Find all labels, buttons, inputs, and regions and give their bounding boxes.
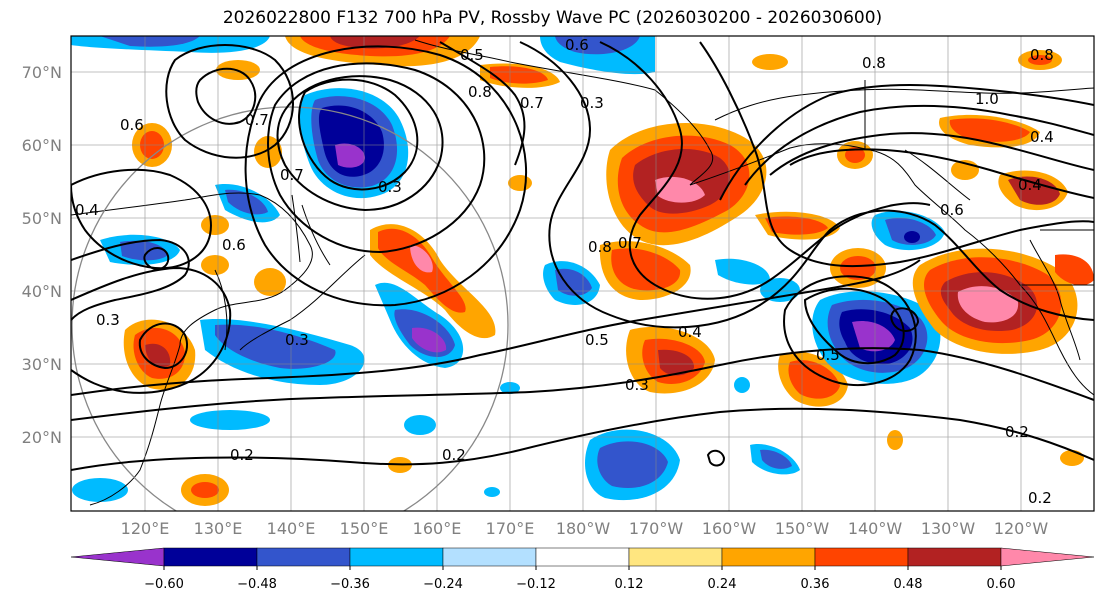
coastlines	[71, 39, 1094, 506]
longitude-labels: 120°E 130°E 140°E 150°E 160°E 170°E 180°…	[121, 519, 1049, 538]
contour-label: 0.5	[585, 331, 609, 349]
pv-contours	[71, 41, 1094, 471]
colorbar-segment	[163, 547, 258, 567]
lat-label: 40°N	[22, 282, 62, 301]
colorbar-tick-label: 0.12	[615, 577, 644, 592]
contour-label: 0.2	[1005, 423, 1029, 441]
contour-label: 0.8	[588, 238, 612, 256]
colorbar-tick-label: 0.36	[801, 577, 830, 592]
lon-label: 130°W	[921, 519, 976, 538]
colorbar-tick-label: 0.48	[894, 577, 923, 592]
colorbar: −0.60 −0.48 −0.36 −0.24 −0.12 0.12 0.24 0.36 0.4…	[70, 547, 1095, 592]
colorbar-segment	[628, 547, 723, 567]
lon-label: 170°E	[486, 519, 535, 538]
contour-label: 0.4	[75, 201, 99, 219]
contour-labels: 0.5 0.6 0.8 0.8 0.7 1.0 0.8 0.4 0.6 0.7 …	[75, 36, 1054, 507]
contour-label: 0.7	[245, 111, 269, 129]
lat-label: 70°N	[22, 63, 62, 82]
contour-label: 0.3	[285, 331, 309, 349]
map-plot-area: 0.5 0.6 0.8 0.8 0.7 1.0 0.8 0.4 0.6 0.7 …	[70, 35, 1095, 512]
lon-label: 130°E	[194, 519, 243, 538]
contour-label: 1.0	[975, 90, 999, 108]
lon-label: 180°W	[556, 519, 611, 538]
contour-label: 0.3	[96, 311, 120, 329]
lon-label: 160°E	[413, 519, 462, 538]
colorbar-segment	[907, 547, 1002, 567]
contour-label: 0.4	[678, 323, 702, 341]
contour-label: 0.6	[565, 36, 589, 54]
contour-label: 0.3	[580, 94, 604, 112]
reference-circle	[71, 106, 509, 511]
lon-label: 160°W	[702, 519, 757, 538]
chart-title: 2026022800 F132 700 hPa PV, Rossby Wave …	[222, 8, 883, 28]
lon-label: 140°E	[267, 519, 316, 538]
contour-label: 0.2	[1028, 489, 1052, 507]
contour-label: 0.6	[222, 236, 246, 254]
lon-label: 150°E	[340, 519, 389, 538]
contour-label: 0.3	[625, 376, 649, 394]
lon-label: 170°W	[629, 519, 684, 538]
colorbar-tick-label: 0.60	[987, 577, 1016, 592]
contour-label: 0.8	[862, 54, 886, 72]
contour-label: 0.5	[460, 46, 484, 64]
contour-label: 0.3	[378, 178, 402, 196]
lon-label: 140°W	[848, 519, 903, 538]
colorbar-segment	[70, 547, 165, 567]
colorbar-segment	[442, 547, 537, 567]
colorbar-tick-label: −0.48	[237, 577, 277, 592]
lon-label: 120°W	[994, 519, 1049, 538]
contour-label: 0.6	[120, 116, 144, 134]
colorbar-tick-label: −0.12	[516, 577, 556, 592]
lon-label: 150°W	[775, 519, 830, 538]
contour-label: 0.6	[940, 201, 964, 219]
contour-label: 0.2	[442, 446, 466, 464]
contour-label: 0.7	[280, 166, 304, 184]
contour-label: 0.8	[468, 83, 492, 101]
lat-label: 30°N	[22, 355, 62, 374]
contour-label: 0.4	[1030, 128, 1054, 146]
colorbar-tick-label: −0.24	[423, 577, 463, 592]
contour-label: 0.4	[1018, 176, 1042, 194]
colorbar-tick-label: −0.36	[330, 577, 370, 592]
contour-label: 0.7	[618, 234, 642, 252]
colorbar-tick-label: 0.24	[708, 577, 737, 592]
contour-label: 0.8	[1030, 46, 1054, 64]
colorbar-segment	[721, 547, 816, 567]
colorbar-segment	[1000, 547, 1095, 567]
colorbar-segment	[535, 547, 630, 567]
lat-label: 60°N	[22, 136, 62, 155]
contour-label: 0.2	[230, 446, 254, 464]
lat-label: 50°N	[22, 209, 62, 228]
lat-label: 20°N	[22, 428, 62, 447]
latitude-labels: 70°N 60°N 50°N 40°N 30°N 20°N	[22, 63, 62, 447]
lon-label: 120°E	[121, 519, 170, 538]
contour-label: 0.5	[816, 346, 840, 364]
colorbar-tick-label: −0.60	[144, 577, 184, 592]
contour-label: 0.7	[520, 94, 544, 112]
colorbar-segment	[349, 547, 444, 567]
colorbar-segment	[256, 547, 351, 567]
colorbar-segment	[814, 547, 909, 567]
